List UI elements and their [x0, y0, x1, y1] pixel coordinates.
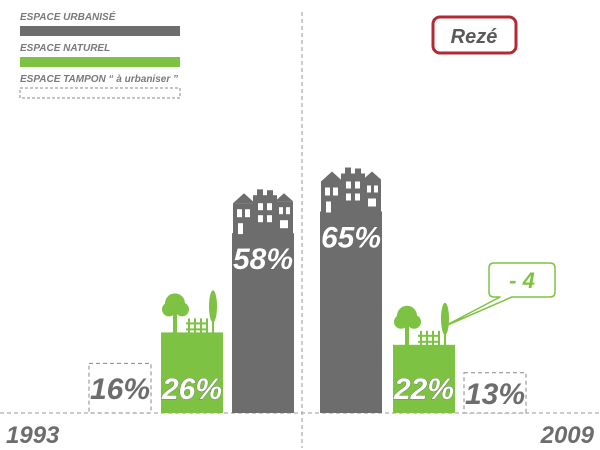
legend-label-naturel: ESPACE NATUREL [20, 43, 110, 54]
change-callout: - 4 [442, 262, 556, 328]
house-icon [321, 167, 381, 213]
tree-icon [162, 290, 217, 334]
bars: 16% 26% 58% 13% 22% 65% [88, 167, 527, 414]
legend-label-urbanise: ESPACE URBANISÉ [20, 10, 116, 23]
legend-swatch-tampon [19, 87, 181, 99]
title-box: Rezé [431, 15, 518, 55]
data-label-espace-urbanis-2009: 65% [321, 222, 381, 255]
legend-label-tampon: ESPACE TAMPON “ à urbaniser ” [20, 74, 178, 85]
year-label-2009: 2009 [540, 422, 595, 449]
data-label-espace-naturel-2009: 22% [393, 373, 454, 406]
data-label-espace-naturel-1993: 26% [161, 373, 222, 406]
bar-espace-naturel-2009 [393, 344, 455, 413]
bar-espace-tampon-urbaniser-1993 [88, 362, 152, 414]
data-label-espace-tampon-urbaniser-2009: 13% [465, 378, 525, 411]
house-icon [233, 189, 293, 235]
data-label-espace-tampon-urbaniser-1993: 16% [90, 373, 150, 406]
legend: ESPACE URBANISÉ ESPACE NATUREL ESPACE TA… [19, 10, 181, 99]
bar-espace-urbanis-1993 [232, 233, 294, 413]
bar-espace-tampon-urbaniser-2009 [463, 372, 527, 414]
bar-espace-naturel-1993 [161, 332, 223, 413]
chart-title: Rezé [451, 26, 498, 48]
bar-espace-urbanis-2009 [320, 211, 382, 413]
data-label-espace-urbanis-1993: 58% [233, 243, 293, 276]
year-label-1993: 1993 [6, 422, 60, 449]
change-callout-text: - 4 [509, 268, 535, 293]
tree-icon [394, 302, 449, 346]
legend-swatch-urbanise [20, 26, 180, 36]
legend-swatch-naturel [20, 57, 180, 67]
